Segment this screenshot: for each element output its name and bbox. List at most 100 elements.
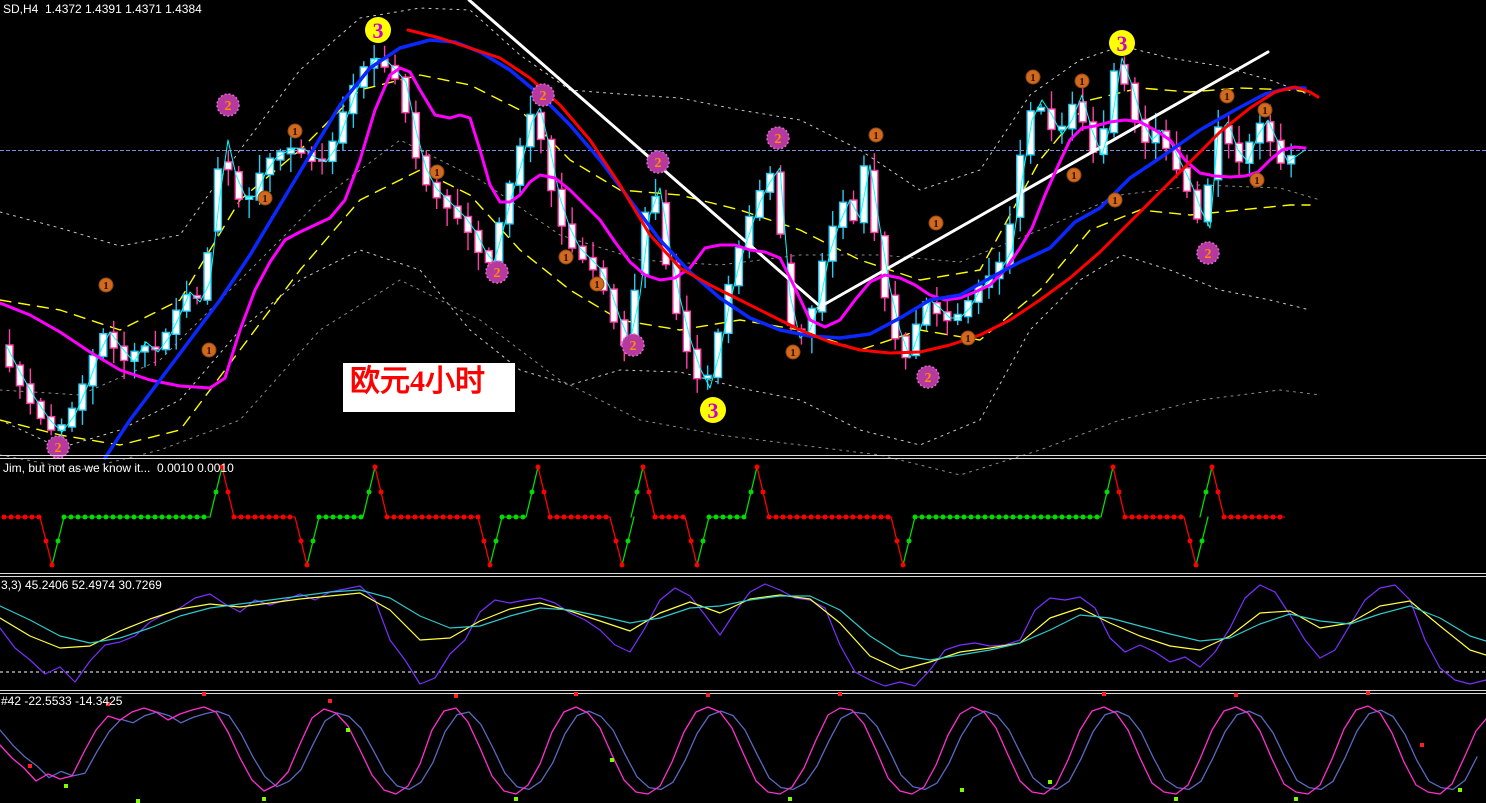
jim-dot (713, 514, 719, 520)
candle-bear (15, 364, 25, 387)
candle-bull (963, 300, 973, 318)
candle-bear (224, 161, 233, 171)
jim-dot (1038, 514, 1044, 520)
jim-dot (89, 514, 95, 520)
osc-sell-dot (454, 694, 458, 698)
candle-bear (119, 345, 129, 362)
jim-dot (720, 514, 726, 520)
semafor-level1-number: 1 (1079, 76, 1085, 88)
osc-buy-dot (136, 799, 140, 803)
jim-dot (61, 514, 67, 520)
candle-bear (46, 415, 56, 431)
jim-dot (231, 514, 237, 520)
stoch-purple (0, 583, 1486, 687)
jim-dot (1171, 514, 1177, 520)
jim-dot (454, 514, 460, 520)
semafor-level2-icon (621, 333, 645, 357)
jim-dot (822, 514, 828, 520)
jim-dot (871, 514, 877, 520)
candle-bear (870, 169, 879, 234)
semafor-level2-number: 2 (655, 156, 662, 171)
candle-bull (1214, 126, 1223, 181)
jim-dot (1199, 538, 1205, 544)
osc-buy-dot (960, 788, 964, 792)
jim-dot (541, 489, 547, 495)
jim-dot (131, 514, 137, 520)
candle-bull (1068, 103, 1077, 130)
jim-dot (603, 514, 609, 520)
jim-dot (1221, 514, 1227, 520)
jim-dot (940, 514, 946, 520)
osc-buy-dot (1048, 780, 1052, 784)
jim-dot (885, 514, 891, 520)
semafor-level1-icon (589, 276, 605, 292)
jim-dot (49, 562, 55, 568)
jim-dot (1242, 514, 1248, 520)
jim-dot (468, 514, 474, 520)
candle-bear (1120, 63, 1129, 85)
candle-bull (67, 407, 77, 428)
jim-dot (1235, 514, 1241, 520)
jim-dot (1, 514, 7, 520)
jim-dot (1059, 514, 1065, 520)
jim-dot (8, 514, 14, 520)
osc-buy-dot (610, 758, 614, 762)
jim-dot (673, 514, 679, 520)
ma-red-slow (406, 28, 1320, 355)
jim-dot (680, 514, 686, 520)
jim-dot (1150, 514, 1156, 520)
osc-sell-dot (706, 693, 710, 697)
jim-dot (1143, 514, 1149, 520)
jim-dot (582, 514, 588, 520)
jim-dot (75, 514, 81, 520)
candle-bear (192, 294, 202, 299)
annotation-box: 欧元4小时 (343, 363, 515, 412)
jim-dot (1263, 514, 1269, 520)
semafor-level1-icon (868, 127, 884, 143)
candle-bull (495, 221, 504, 263)
jim-dot (344, 514, 350, 520)
jim-dot (316, 514, 322, 520)
jim-dot (481, 538, 487, 544)
jim-dot (1136, 514, 1142, 520)
jim-dot (391, 514, 397, 520)
jim-dot (124, 514, 130, 520)
osc-sell-dot (1420, 743, 1424, 747)
jim-dot (1104, 489, 1110, 495)
jim-dot (568, 514, 574, 520)
osc-sell-dot (838, 692, 842, 696)
indicator-label-oscillator: #42 -22.5533 -14.3425 (1, 694, 123, 708)
jim-dot (1277, 514, 1283, 520)
jim-dot (372, 464, 378, 470)
osc-sell-dot (28, 764, 32, 768)
jim-dot (933, 514, 939, 520)
jim-dot (613, 538, 619, 544)
semafor-level1-number: 1 (790, 347, 796, 359)
jim-dot (1228, 514, 1234, 520)
jim-dot (815, 514, 821, 520)
jim-dot (843, 514, 849, 520)
jim-dot (447, 514, 453, 520)
jim-dot (975, 514, 981, 520)
jim-dot (298, 538, 304, 544)
semafor-level1-number: 1 (933, 218, 939, 230)
jim-dot (634, 489, 640, 495)
jim-dot (520, 514, 526, 520)
semafor-level3-icon (1109, 30, 1135, 56)
semafor-level1-icon (928, 215, 944, 231)
jim-dot (926, 514, 932, 520)
semafor-level1-icon (1107, 192, 1123, 208)
jim-dot (700, 538, 706, 544)
osc-sell-dot (1102, 692, 1106, 696)
jim-dot (22, 514, 28, 520)
candle-bear (588, 256, 598, 271)
candle-bull (1109, 70, 1119, 134)
semafor-level1-number: 1 (1224, 91, 1230, 103)
semafor-level1-icon (98, 277, 114, 293)
jim-dot (145, 514, 151, 520)
semafor-level2-number: 2 (1205, 247, 1212, 262)
candle-bear (1234, 142, 1244, 163)
jim-dot (947, 514, 953, 520)
candle-bear (1193, 189, 1202, 220)
